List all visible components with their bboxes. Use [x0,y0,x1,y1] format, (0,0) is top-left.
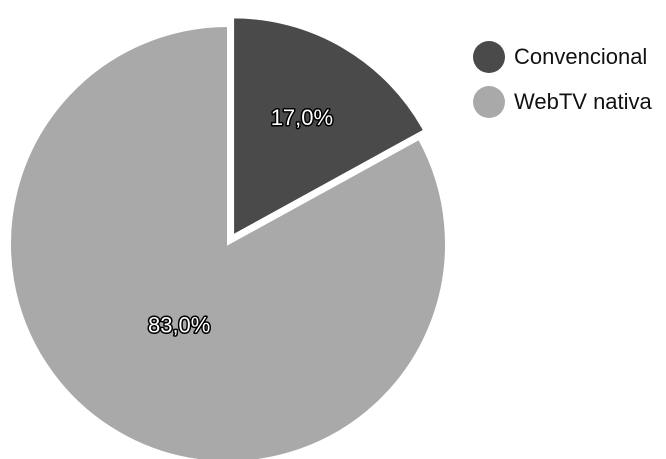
legend-swatch-webtv-nativa [473,86,505,118]
legend-entry-webtv-nativa: WebTV nativa [473,86,653,118]
legend-label-webtv-nativa: WebTV nativa [514,89,653,114]
legend-swatch-convencional [473,41,505,73]
slice-label-webtv-nativa: 83,0% [148,312,210,337]
legend-entry-convencional: Convencional [473,41,647,73]
slice-label-convencional: 17,0% [271,105,333,130]
pie-slices [9,16,447,459]
pie-slice-convencional [232,16,426,238]
legend: Convencional WebTV nativa [473,41,653,118]
slice-labels: 17,0% 83,0% [146,103,334,339]
legend-label-convencional: Convencional [514,44,647,69]
pie-slice-webtv-nativa [9,24,447,459]
